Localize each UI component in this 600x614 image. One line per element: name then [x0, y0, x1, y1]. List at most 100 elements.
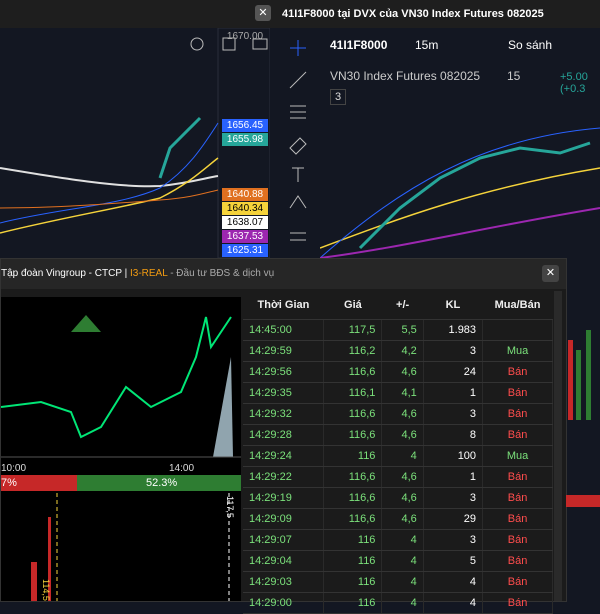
- cell: 4,6: [381, 361, 424, 383]
- trade-row: 14:29:59 116,2 4,2 3 Mua: [243, 340, 553, 362]
- cell: 14:45:00: [243, 319, 325, 341]
- cell: 14:29:24: [243, 445, 325, 467]
- column-header: Giá: [323, 291, 382, 320]
- buy-pct: 52.3%: [146, 477, 178, 489]
- cell: 116,6: [323, 466, 383, 488]
- price-label: 1640.88: [222, 188, 268, 201]
- background-chart: [566, 330, 600, 507]
- window-title: 41I1F8000 tại DVX của VN30 Index Futures…: [282, 8, 544, 20]
- time-label: 14:00: [169, 463, 195, 474]
- cell: 1: [423, 382, 484, 404]
- cell: 14:29:28: [243, 424, 325, 446]
- trade-row: 14:29:32 116,6 4,6 3 Bán: [243, 403, 553, 425]
- change: +5.00 (+0.3: [560, 71, 588, 95]
- compare[interactable]: So sánh: [508, 38, 553, 52]
- cell: 4: [381, 592, 424, 614]
- industry-name: - Đầu tư BĐS & dịch vụ: [170, 268, 275, 279]
- cell: 14:29:35: [243, 382, 325, 404]
- cell: 14:29:56: [243, 361, 325, 383]
- indicators-toggle[interactable]: 3: [330, 89, 347, 105]
- trade-row: 14:29:22 116,6 4,6 1 Bán: [243, 466, 553, 488]
- cell: 1: [423, 466, 484, 488]
- cell: 116,6: [323, 487, 383, 509]
- column-header: KL: [423, 291, 483, 320]
- cell: 14:29:00: [243, 592, 325, 614]
- cell: Bán: [482, 529, 553, 551]
- chart-name: VN30 Index Futures 082025: [330, 69, 481, 83]
- scrollbar[interactable]: [554, 291, 562, 601]
- trade-row: 14:29:24 116 4 100 Mua: [243, 445, 553, 467]
- cell: 14:29:59: [243, 340, 325, 362]
- cell: 4,2: [381, 340, 424, 362]
- cell: 100: [423, 445, 484, 467]
- price-label: 1638.07: [222, 216, 268, 229]
- column-header: Mua/Bán: [482, 291, 553, 320]
- price-label: 1656.45: [222, 119, 268, 132]
- cell: 3: [423, 487, 484, 509]
- cell: Bán: [482, 550, 553, 572]
- cell: 116,1: [323, 382, 383, 404]
- cell: Bán: [482, 508, 553, 530]
- cell: Bán: [482, 487, 553, 509]
- cell: 5,5: [381, 319, 424, 341]
- cell: 24: [423, 361, 484, 383]
- cell: 4,6: [381, 403, 424, 425]
- cell: 3: [423, 403, 484, 425]
- cell: 29: [423, 508, 484, 530]
- panel-header: Tập đoàn Vingroup - CTCP | I3-REAL - Đầu…: [1, 259, 566, 289]
- cell: 4,6: [381, 466, 424, 488]
- intraday-chart: [1, 297, 241, 601]
- settings-icons[interactable]: [190, 37, 268, 51]
- cell: 5: [423, 550, 484, 572]
- trade-row: 14:29:00 116 4 4 Bán: [243, 592, 553, 614]
- cell: Bán: [482, 592, 553, 614]
- stock-panel: Tập đoàn Vingroup - CTCP | I3-REAL - Đầu…: [0, 258, 567, 614]
- industry-code: I3-REAL: [129, 268, 168, 279]
- column-header: Thời Gian: [243, 291, 324, 320]
- tool-icons[interactable]: [270, 28, 320, 258]
- cell: 117,5: [323, 319, 383, 341]
- cell: 116: [323, 592, 383, 614]
- trade-row: 14:45:00 117,5 5,5 1.983: [243, 319, 553, 341]
- close-button[interactable]: ✕: [255, 5, 271, 21]
- cell: 1.983: [423, 319, 484, 341]
- cell: 14:29:04: [243, 550, 325, 572]
- cell: 4,6: [381, 424, 424, 446]
- price-mark: 117,5: [225, 496, 235, 518]
- interval[interactable]: 15m: [415, 38, 439, 52]
- cell: Bán: [482, 361, 553, 383]
- cell: 4: [381, 529, 424, 551]
- top-bar: ✕ 41I1F8000 tại DVX của VN30 Index Futur…: [0, 0, 600, 28]
- cell: 3: [423, 529, 484, 551]
- trade-row: 14:29:09 116,6 4,6 29 Bán: [243, 508, 553, 530]
- close-button[interactable]: ✕: [542, 265, 559, 282]
- cell: Bán: [482, 571, 553, 593]
- trade-row: 14:29:07 116 4 3 Bán: [243, 529, 553, 551]
- cell: 116,6: [323, 508, 383, 530]
- price-label: 1670.00: [226, 31, 264, 42]
- sell-pct: 7%: [1, 477, 17, 489]
- trade-row: 14:29:35 116,1 4,1 1 Bán: [243, 382, 553, 404]
- cell: 116,6: [323, 361, 383, 383]
- symbol[interactable]: 41I1F8000: [330, 38, 388, 52]
- time-label: 10:00: [1, 463, 27, 474]
- cell: 14:29:22: [243, 466, 325, 488]
- cell: 4,6: [381, 508, 424, 530]
- separator: |: [124, 268, 128, 279]
- cell: 4: [381, 445, 424, 467]
- cell: 3: [423, 340, 484, 362]
- cell: 116,6: [323, 424, 383, 446]
- trade-row: 14:29:19 116,6 4,6 3 Bán: [243, 487, 553, 509]
- cell: 4,6: [381, 487, 424, 509]
- trade-table: Thời Gian Giá +/- KL Mua/Bán 14:45:00 117,5 5,5…: [243, 291, 553, 614]
- price-label: 1655.98: [222, 133, 268, 146]
- cell: 8: [423, 424, 484, 446]
- cell: 116,6: [323, 403, 383, 425]
- cell: 14:29:32: [243, 403, 325, 425]
- cell: [482, 319, 553, 341]
- cell: Bán: [482, 382, 553, 404]
- trade-row: 14:29:56 116,6 4,6 24 Bán: [243, 361, 553, 383]
- price-label: 1625.31: [222, 244, 268, 257]
- cell: 4: [381, 550, 424, 572]
